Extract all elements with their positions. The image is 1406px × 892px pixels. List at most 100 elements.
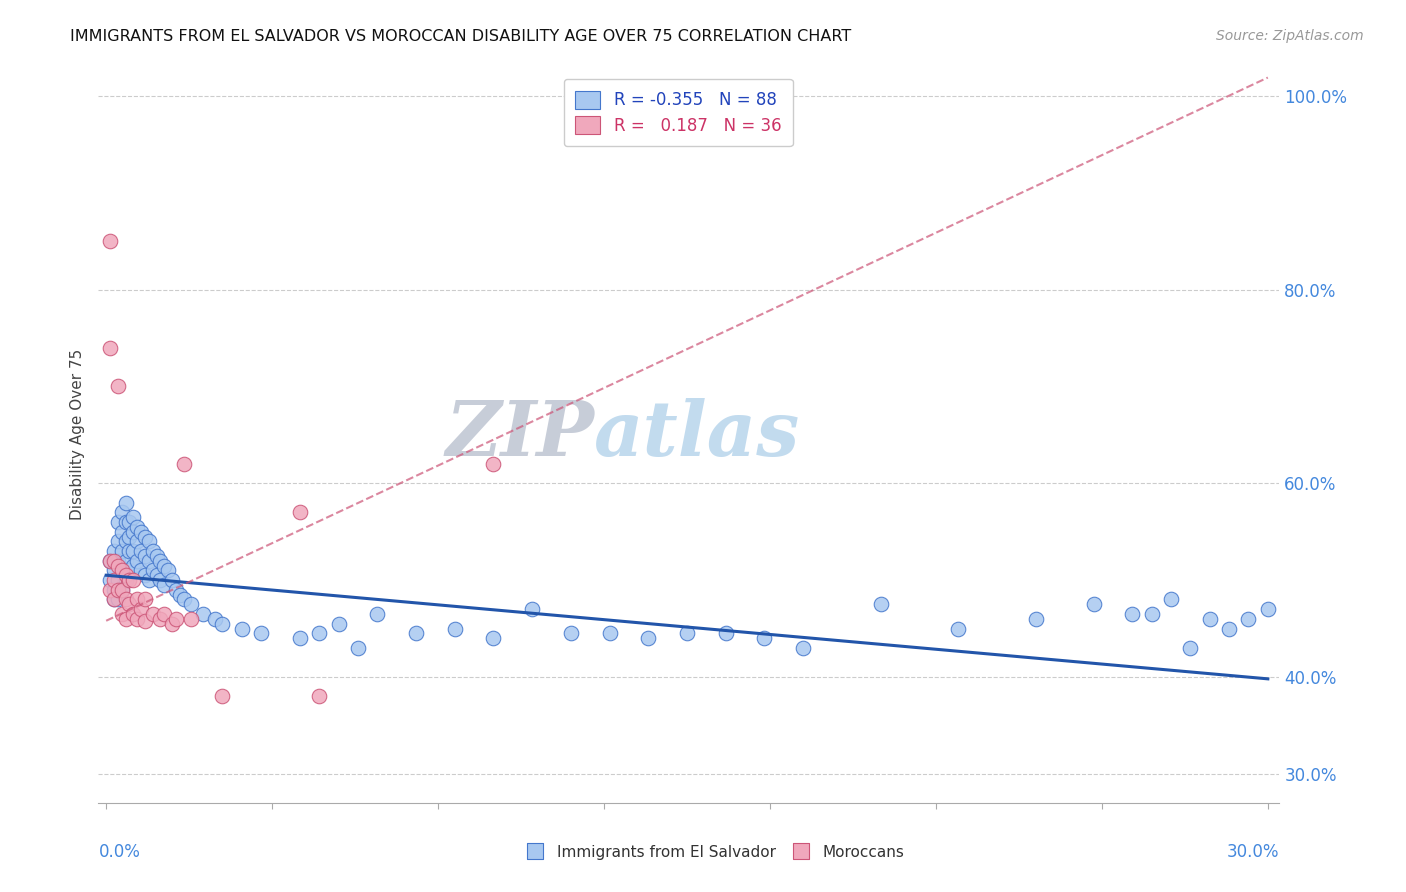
Point bbox=[250, 626, 273, 640]
Point bbox=[114, 612, 136, 626]
Point bbox=[122, 524, 145, 539]
Text: ZIP: ZIP bbox=[446, 398, 595, 472]
Point bbox=[111, 544, 134, 558]
Point bbox=[142, 563, 165, 577]
Point bbox=[1160, 592, 1182, 607]
Point bbox=[180, 612, 202, 626]
Point bbox=[127, 612, 149, 626]
Point bbox=[98, 341, 121, 355]
Point bbox=[107, 534, 129, 549]
Point bbox=[129, 602, 152, 616]
Point bbox=[103, 573, 125, 587]
Point bbox=[134, 568, 156, 582]
Point bbox=[107, 554, 129, 568]
Point bbox=[118, 563, 141, 577]
Point bbox=[111, 524, 134, 539]
Text: Source: ZipAtlas.com: Source: ZipAtlas.com bbox=[1216, 29, 1364, 43]
Point bbox=[114, 495, 136, 509]
Point bbox=[114, 568, 136, 582]
Point bbox=[157, 563, 180, 577]
Point bbox=[129, 544, 152, 558]
Point bbox=[111, 582, 134, 597]
Point bbox=[114, 592, 136, 607]
Point bbox=[173, 592, 195, 607]
Text: 0.0%: 0.0% bbox=[98, 843, 141, 862]
Point bbox=[103, 554, 125, 568]
Point bbox=[98, 554, 121, 568]
Point bbox=[191, 607, 214, 621]
Point bbox=[165, 582, 187, 597]
Point bbox=[118, 529, 141, 543]
Point bbox=[98, 573, 121, 587]
Point bbox=[107, 582, 129, 597]
Point bbox=[122, 544, 145, 558]
Point bbox=[103, 563, 125, 577]
Point bbox=[173, 457, 195, 471]
Point bbox=[118, 597, 141, 611]
Legend: R = -0.355   N = 88, R =   0.187   N = 36: R = -0.355 N = 88, R = 0.187 N = 36 bbox=[564, 78, 793, 146]
Point bbox=[107, 558, 129, 573]
Point bbox=[347, 640, 370, 655]
Point bbox=[211, 616, 233, 631]
Point bbox=[111, 582, 134, 597]
Point bbox=[134, 549, 156, 563]
Point bbox=[204, 612, 226, 626]
Point bbox=[1198, 612, 1220, 626]
Point bbox=[366, 607, 388, 621]
Point bbox=[405, 626, 427, 640]
Point bbox=[129, 563, 152, 577]
Point bbox=[149, 612, 172, 626]
Point bbox=[153, 558, 176, 573]
Point bbox=[231, 622, 253, 636]
Point bbox=[149, 573, 172, 587]
Point bbox=[520, 602, 543, 616]
Point bbox=[308, 626, 330, 640]
Point bbox=[138, 534, 160, 549]
Point bbox=[1083, 597, 1105, 611]
Point bbox=[599, 626, 621, 640]
Point bbox=[107, 592, 129, 607]
Point bbox=[142, 607, 165, 621]
Point bbox=[111, 607, 134, 621]
Point bbox=[1121, 607, 1143, 621]
Point bbox=[118, 544, 141, 558]
Point bbox=[1257, 602, 1279, 616]
Point bbox=[754, 631, 776, 645]
Point bbox=[134, 592, 156, 607]
Point bbox=[308, 690, 330, 704]
Point bbox=[145, 568, 167, 582]
Text: 30.0%: 30.0% bbox=[1227, 843, 1279, 862]
Point bbox=[1218, 622, 1240, 636]
Point bbox=[211, 690, 233, 704]
Point bbox=[114, 554, 136, 568]
Point bbox=[145, 549, 167, 563]
Point bbox=[107, 515, 129, 529]
Point bbox=[127, 534, 149, 549]
Point bbox=[118, 573, 141, 587]
Point bbox=[153, 607, 176, 621]
Point bbox=[114, 534, 136, 549]
Point bbox=[482, 457, 505, 471]
Point bbox=[1140, 607, 1163, 621]
Point bbox=[869, 597, 891, 611]
Point bbox=[134, 614, 156, 628]
Point bbox=[107, 379, 129, 393]
Point bbox=[1180, 640, 1202, 655]
Point bbox=[637, 631, 659, 645]
Point bbox=[103, 544, 125, 558]
Point bbox=[160, 573, 183, 587]
Point bbox=[107, 573, 129, 587]
Point bbox=[134, 529, 156, 543]
Point bbox=[127, 554, 149, 568]
Point bbox=[1237, 612, 1260, 626]
Point bbox=[792, 640, 814, 655]
Point bbox=[482, 631, 505, 645]
Point bbox=[122, 573, 145, 587]
Point bbox=[328, 616, 350, 631]
Point bbox=[127, 592, 149, 607]
Text: atlas: atlas bbox=[595, 398, 800, 472]
Point bbox=[111, 563, 134, 577]
Text: Immigrants from El Salvador: Immigrants from El Salvador bbox=[557, 846, 776, 861]
Point bbox=[103, 592, 125, 607]
Point bbox=[288, 631, 311, 645]
